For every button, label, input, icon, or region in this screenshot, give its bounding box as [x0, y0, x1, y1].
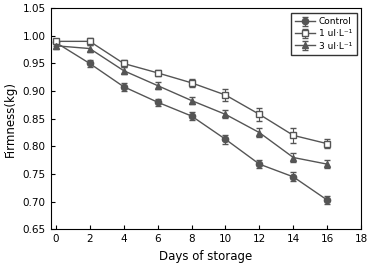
Y-axis label: Firmness(kg): Firmness(kg)	[4, 81, 17, 157]
Legend: Control, 1 ul·L⁻¹, 3 ul·L⁻¹: Control, 1 ul·L⁻¹, 3 ul·L⁻¹	[291, 13, 357, 55]
X-axis label: Days of storage: Days of storage	[159, 250, 253, 263]
